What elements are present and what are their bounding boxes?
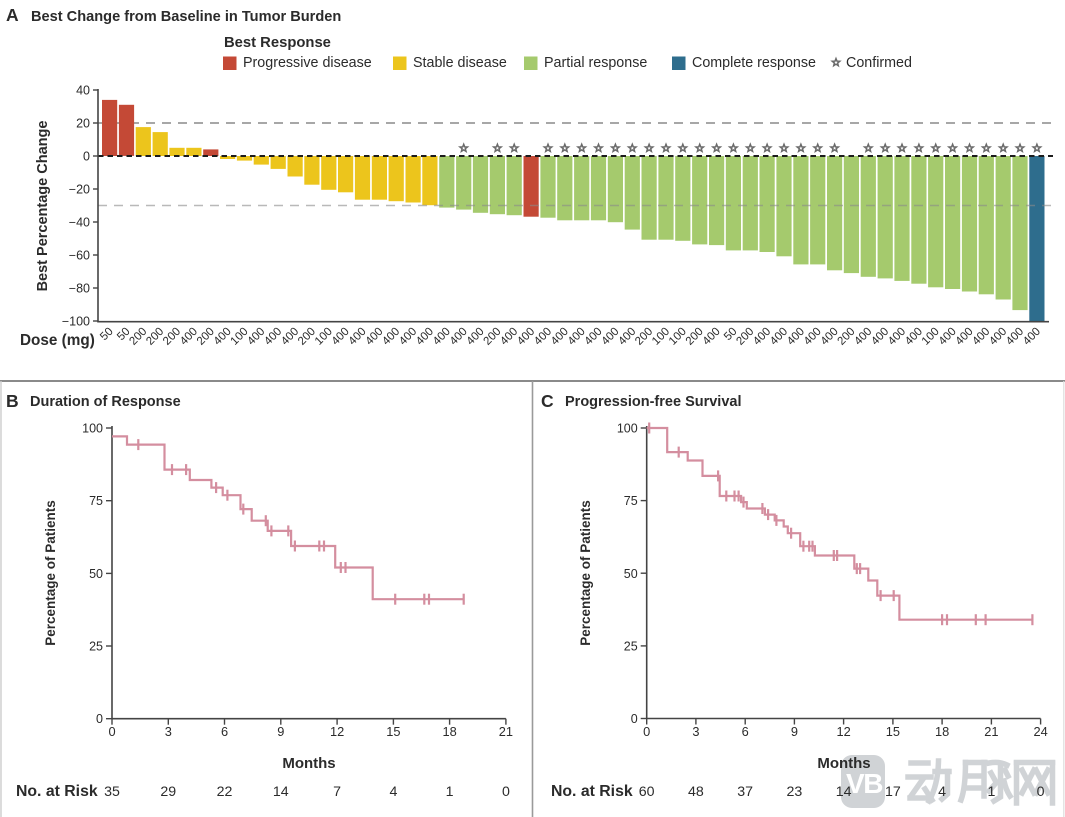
- svg-text:0: 0: [1037, 784, 1045, 800]
- svg-text:22: 22: [217, 784, 233, 800]
- svg-text:−80: −80: [69, 282, 90, 296]
- svg-text:0: 0: [631, 712, 638, 726]
- svg-text:7: 7: [333, 784, 341, 800]
- svg-text:15: 15: [886, 724, 900, 739]
- svg-text:75: 75: [624, 494, 638, 508]
- svg-text:6: 6: [221, 724, 228, 739]
- svg-text:6: 6: [742, 724, 749, 739]
- svg-text:Months: Months: [817, 755, 870, 772]
- svg-text:21: 21: [499, 724, 513, 739]
- svg-text:14: 14: [273, 784, 289, 800]
- svg-text:3: 3: [165, 724, 172, 739]
- svg-text:3: 3: [692, 724, 699, 739]
- svg-text:9: 9: [791, 724, 798, 739]
- svg-text:20: 20: [76, 117, 90, 131]
- svg-text:12: 12: [330, 724, 344, 739]
- svg-text:29: 29: [160, 784, 176, 800]
- svg-text:Best Response: Best Response: [224, 35, 331, 51]
- svg-text:Best Percentage Change: Best Percentage Change: [35, 121, 51, 292]
- svg-text:1: 1: [987, 784, 995, 800]
- svg-text:Progression-free Survival: Progression-free Survival: [565, 394, 742, 410]
- svg-text:Confirmed: Confirmed: [846, 55, 912, 71]
- svg-text:100: 100: [82, 422, 103, 436]
- svg-text:50: 50: [624, 567, 638, 581]
- svg-text:23: 23: [787, 784, 803, 800]
- svg-text:No. at Risk: No. at Risk: [551, 783, 633, 800]
- svg-text:17: 17: [885, 784, 901, 800]
- svg-text:0: 0: [643, 724, 650, 739]
- svg-text:48: 48: [688, 784, 704, 800]
- svg-text:No. at Risk: No. at Risk: [16, 783, 98, 800]
- svg-text:Partial response: Partial response: [544, 55, 647, 71]
- svg-text:35: 35: [104, 784, 120, 800]
- svg-text:100: 100: [617, 422, 638, 436]
- svg-text:37: 37: [737, 784, 753, 800]
- svg-text:25: 25: [624, 639, 638, 653]
- svg-text:Best Change from Baseline in T: Best Change from Baseline in Tumor Burde…: [31, 9, 341, 25]
- svg-text:Progressive disease: Progressive disease: [243, 55, 372, 71]
- svg-text:C: C: [541, 391, 554, 411]
- svg-text:18: 18: [935, 724, 949, 739]
- svg-text:−40: −40: [69, 216, 90, 230]
- svg-text:25: 25: [89, 640, 103, 654]
- svg-text:A: A: [6, 5, 19, 25]
- svg-text:0: 0: [96, 712, 103, 726]
- svg-text:0: 0: [83, 150, 90, 164]
- svg-text:B: B: [6, 391, 19, 411]
- svg-text:50: 50: [89, 567, 103, 581]
- svg-text:21: 21: [984, 724, 998, 739]
- svg-text:Complete response: Complete response: [692, 55, 816, 71]
- svg-text:Percentage of Patients: Percentage of Patients: [43, 500, 58, 646]
- svg-text:Stable disease: Stable disease: [413, 55, 507, 71]
- svg-text:60: 60: [639, 784, 655, 800]
- svg-text:1: 1: [446, 784, 454, 800]
- svg-text:−20: −20: [69, 183, 90, 197]
- svg-text:75: 75: [89, 494, 103, 508]
- svg-text:40: 40: [76, 84, 90, 98]
- svg-text:4: 4: [938, 784, 946, 800]
- svg-text:Percentage of Patients: Percentage of Patients: [578, 500, 593, 646]
- svg-text:−100: −100: [62, 315, 90, 329]
- svg-text:Duration of Response: Duration of Response: [30, 394, 181, 410]
- svg-text:VB: VB: [846, 768, 882, 799]
- svg-text:18: 18: [442, 724, 456, 739]
- svg-text:14: 14: [836, 784, 852, 800]
- svg-text:400: 400: [1021, 326, 1043, 348]
- svg-text:12: 12: [836, 724, 850, 739]
- svg-text:24: 24: [1033, 724, 1047, 739]
- svg-text:9: 9: [277, 724, 284, 739]
- svg-text:4: 4: [389, 784, 397, 800]
- svg-text:400: 400: [701, 326, 723, 348]
- svg-text:50: 50: [98, 326, 116, 344]
- svg-text:Dose (mg): Dose (mg): [20, 332, 95, 349]
- svg-text:15: 15: [386, 724, 400, 739]
- svg-text:0: 0: [502, 784, 510, 800]
- svg-text:0: 0: [108, 724, 115, 739]
- svg-text:Months: Months: [282, 755, 335, 772]
- svg-text:−60: −60: [69, 249, 90, 263]
